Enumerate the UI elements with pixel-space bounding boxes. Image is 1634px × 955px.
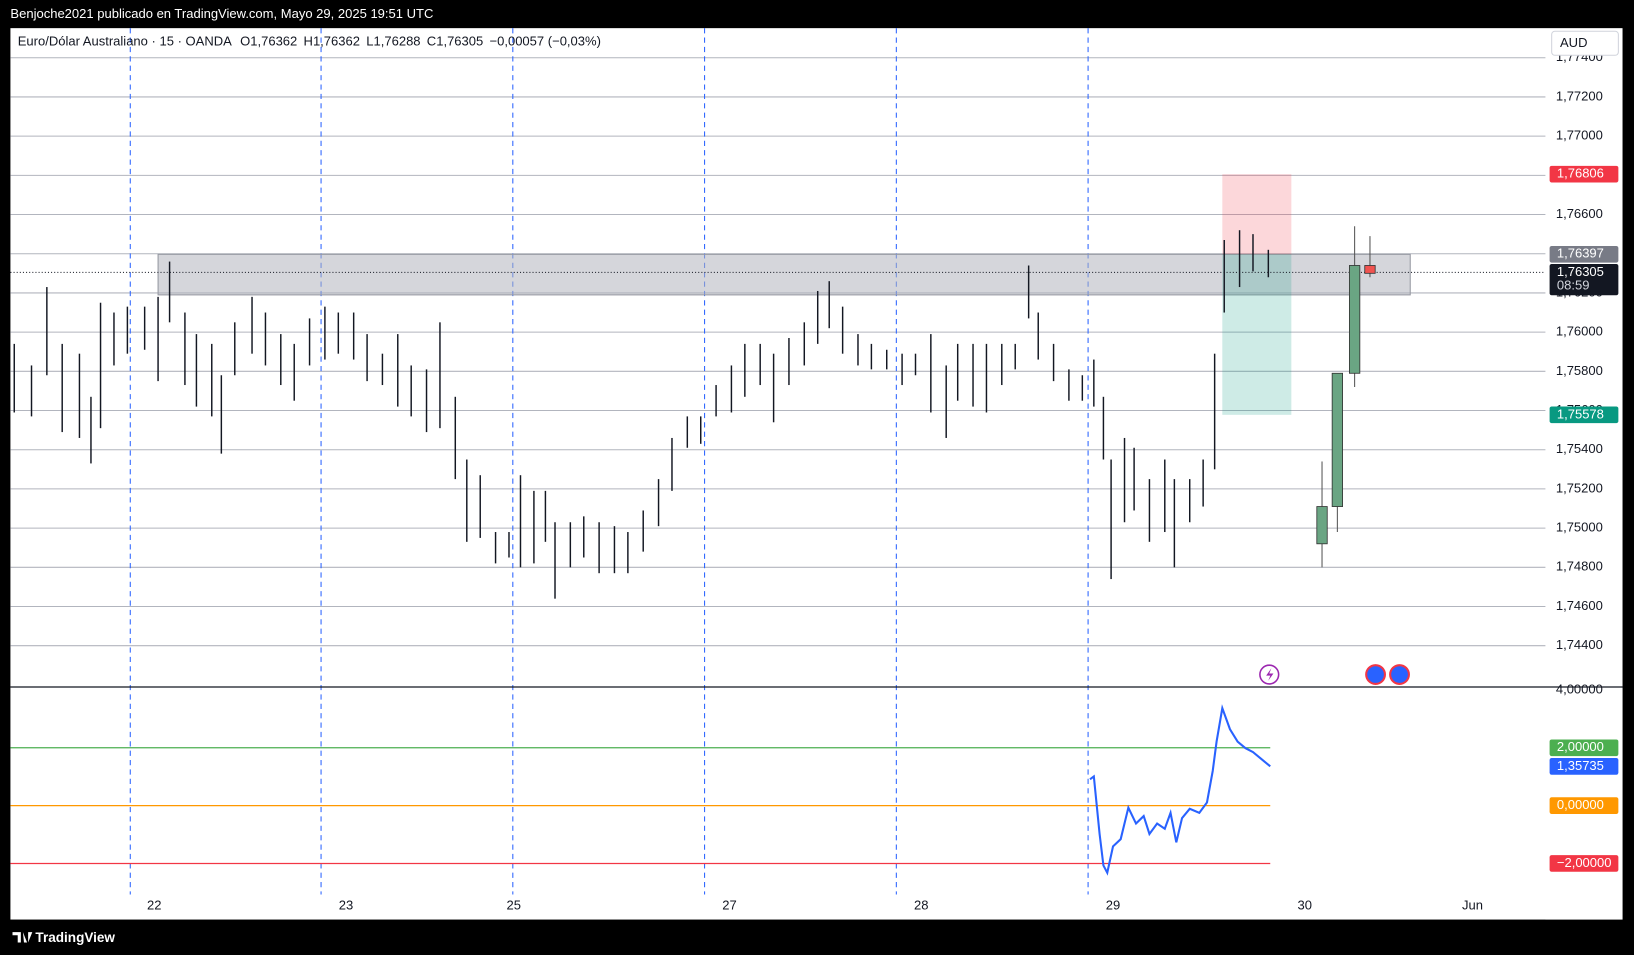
target-zone [1222,254,1292,415]
level-label: 2,00000 [1557,739,1604,754]
level-label-box [1549,855,1619,872]
y-tick-label: 1,75000 [1556,520,1603,535]
y2-tick-label: 4,00000 [1556,681,1603,696]
level-label-box [1549,739,1619,757]
entry-label-box [1549,245,1619,263]
y-tick-label: 1,74800 [1556,559,1603,574]
event-icon-glyph [1266,668,1274,681]
entry-label: 1,76397 [1557,246,1604,261]
level-label-box [1549,797,1619,814]
logo [12,932,33,943]
currency[interactable]: AUD [1560,35,1587,50]
ohlc-label: C [427,34,436,49]
x-tick-label: 25 [507,897,521,912]
ohlc-label: H [304,34,313,49]
ohlc-value: 1,76305 [436,34,483,49]
x-tick-label: 29 [1106,897,1120,912]
x-tick-label: 22 [147,897,161,912]
x-tick-label: 27 [722,897,736,912]
symbol-line: Euro/Dólar Australiano · 15 · OANDA O1,76… [18,34,601,49]
x-tick-label: 28 [914,897,928,912]
target-label: 1,75578 [1557,406,1604,421]
ohlc-label: O [240,34,250,49]
y-tick-label: 1,75200 [1556,480,1603,495]
candle-body [1348,265,1361,374]
countdown: 08:59 [1557,277,1590,292]
level-label: 0,00000 [1557,797,1604,812]
x-tick-label: 23 [339,897,353,912]
y-tick-label: 1,77000 [1556,128,1603,143]
event-icon[interactable] [1365,664,1386,685]
currency-box[interactable] [1551,30,1619,56]
zone [157,253,1411,296]
y-tick-label: 1,75800 [1556,363,1603,378]
symbol: Euro/Dólar Australiano · 15 · OANDA [18,34,232,49]
candle-body [1331,372,1343,507]
y-tick-label: 1,76000 [1556,324,1603,339]
stop-label: 1,76806 [1557,166,1604,181]
stop-label-box [1549,165,1619,183]
y-tick-label: 1,77200 [1556,88,1603,103]
last-price-label: 1,76305 [1557,264,1604,279]
y-tick-label: 1,75400 [1556,441,1603,456]
chart-area [10,28,1623,920]
y-tick-label: 1,74400 [1556,637,1603,652]
x-tick-label: 30 [1298,897,1312,912]
ohlc-label: L [366,34,373,49]
target-label-box [1549,406,1619,424]
ohlc-value: 1,76362 [313,34,360,49]
candle-body [1316,506,1328,545]
y-tick-label: 1,76600 [1556,206,1603,221]
plot: 1,74400 1,74600 1,74800 1,75000 1,75200 1,754… [10,28,1623,920]
x-tick-label: Jun [1462,897,1483,912]
stop-zone [1222,174,1292,255]
indicator-line [1089,704,1271,876]
candle-body [1364,265,1376,274]
change: −0,00057 (−0,03%) [490,34,601,49]
ohlc-value: 1,76362 [250,34,297,49]
brand: TradingView [35,930,115,945]
indicator-value-label: 1,35735 [1557,758,1604,773]
y-tick-label: 1,74600 [1556,598,1603,613]
last-price-box [1549,264,1619,296]
publisher: Benjoche2021 publicado en TradingView.co… [10,6,433,21]
ohlc-value: 1,76288 [374,34,421,49]
event-icon[interactable] [1389,664,1410,685]
level-label: −2,00000 [1557,855,1612,870]
indicator-value-box [1549,758,1619,775]
